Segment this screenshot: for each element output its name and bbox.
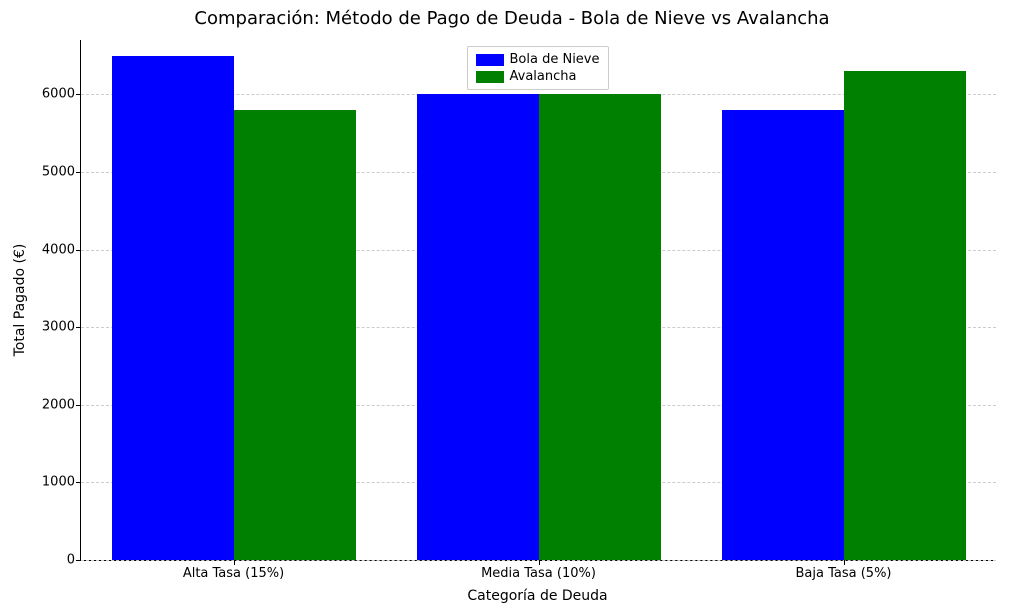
chart-container: Comparación: Método de Pago de Deuda - B… — [0, 0, 1024, 610]
y-tick-mark — [76, 560, 81, 561]
legend-label: Bola de Nieve — [510, 52, 600, 67]
legend-item: Avalancha — [476, 68, 600, 85]
y-tick-mark — [76, 94, 81, 95]
bar — [112, 56, 234, 560]
chart-title: Comparación: Método de Pago de Deuda - B… — [0, 8, 1024, 29]
legend-swatch — [476, 54, 504, 66]
legend: Bola de Nieve Avalancha — [467, 46, 609, 90]
y-tick-mark — [76, 172, 81, 173]
y-tick-mark — [76, 405, 81, 406]
bar — [417, 94, 539, 560]
y-tick-mark — [76, 327, 81, 328]
x-tick-mark — [234, 560, 235, 565]
plot-area: 0100020003000400050006000Alta Tasa (15%)… — [80, 40, 996, 561]
bar — [539, 94, 661, 560]
y-tick-mark — [76, 250, 81, 251]
bar — [234, 110, 356, 560]
x-tick-mark — [844, 560, 845, 565]
legend-item: Bola de Nieve — [476, 51, 600, 68]
legend-swatch — [476, 71, 504, 83]
y-axis-label: Total Pagado (€) — [12, 244, 28, 357]
x-tick-mark — [539, 560, 540, 565]
y-tick-mark — [76, 482, 81, 483]
bar — [722, 110, 844, 560]
bar — [844, 71, 966, 560]
legend-label: Avalancha — [510, 69, 577, 84]
x-axis-label: Categoría de Deuda — [80, 588, 995, 604]
